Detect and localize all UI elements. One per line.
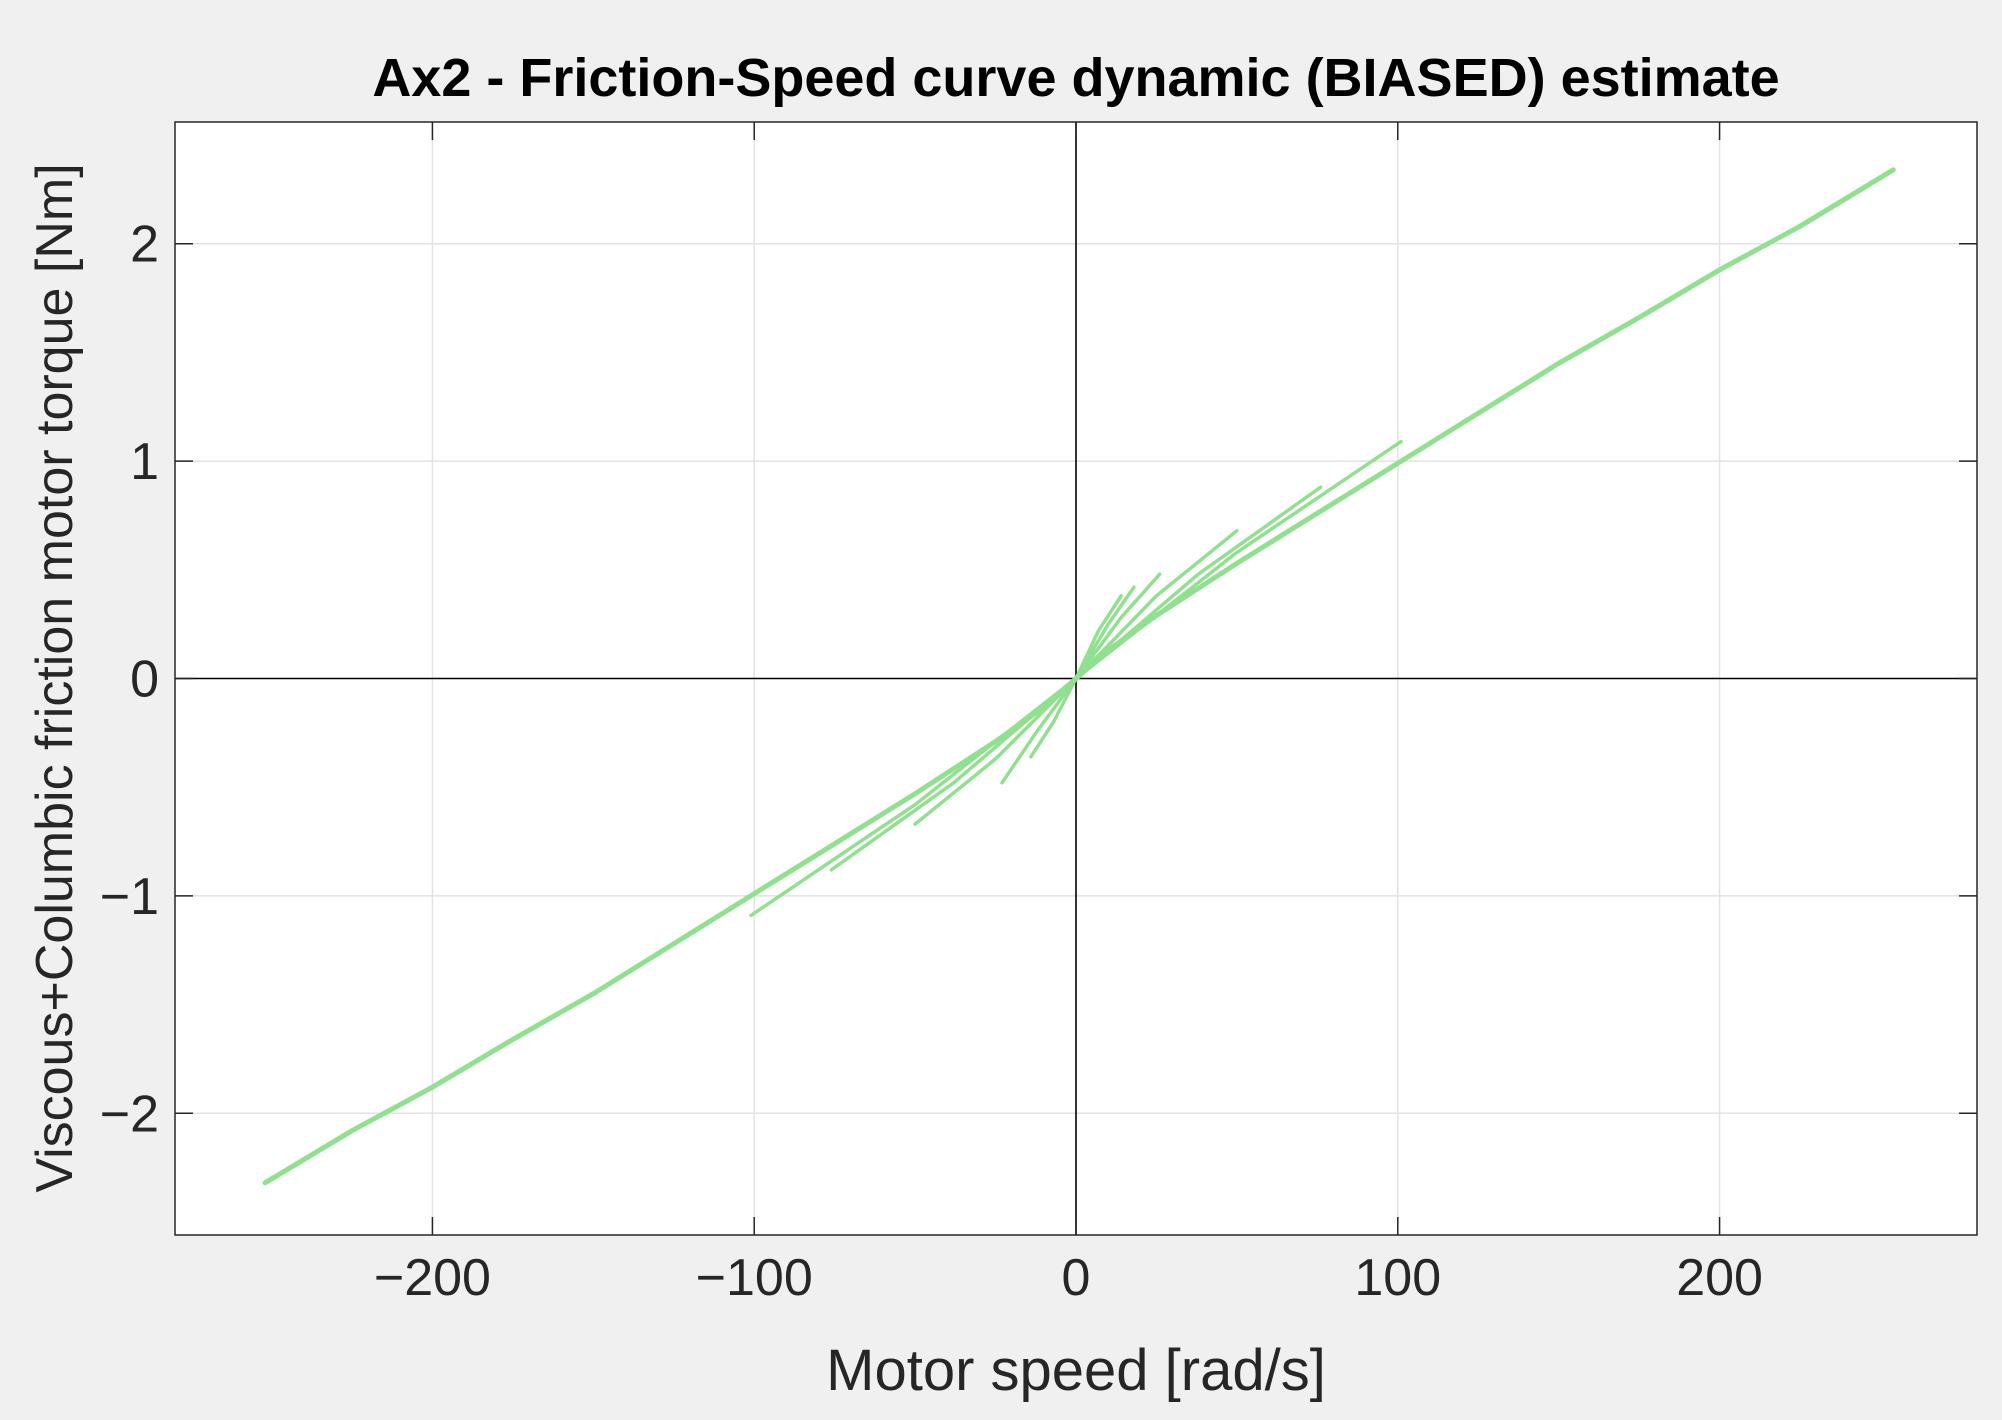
series-transient-branch <box>1074 585 1136 681</box>
y-tick-label: 0 <box>130 651 159 709</box>
y-tick-label: 2 <box>130 216 159 274</box>
x-tick-label: −100 <box>696 1249 813 1307</box>
x-axis-label: Motor speed [rad/s] <box>826 1338 1326 1403</box>
y-tick-label: 1 <box>130 433 159 491</box>
y-tick-label: −1 <box>100 868 159 926</box>
x-tick-label: −200 <box>374 1249 491 1307</box>
y-tick-label: −2 <box>100 1085 159 1143</box>
chart-title: Ax2 - Friction-Speed curve dynamic (BIAS… <box>372 48 1779 108</box>
x-tick-label: 0 <box>1062 1249 1091 1307</box>
series-layer <box>262 167 1896 1186</box>
series-transient-branch <box>1074 572 1162 681</box>
series-1 <box>262 676 1079 1186</box>
series-transient-branch <box>1000 676 1078 785</box>
x-tick-label: 200 <box>1676 1249 1763 1307</box>
x-tick-label: 100 <box>1354 1249 1441 1307</box>
series-line <box>262 676 1079 1186</box>
series-transient-branch <box>1074 439 1403 681</box>
ticks: −200 −100 0 100 200 −2 −1 0 1 2 <box>100 122 1977 1307</box>
series-transient-branch <box>1029 676 1078 759</box>
series-transient-branch <box>1074 528 1239 681</box>
series-transient-branch <box>1074 485 1323 681</box>
y-axis-label: Viscous+Columbic friction motor torque [… <box>26 163 84 1192</box>
